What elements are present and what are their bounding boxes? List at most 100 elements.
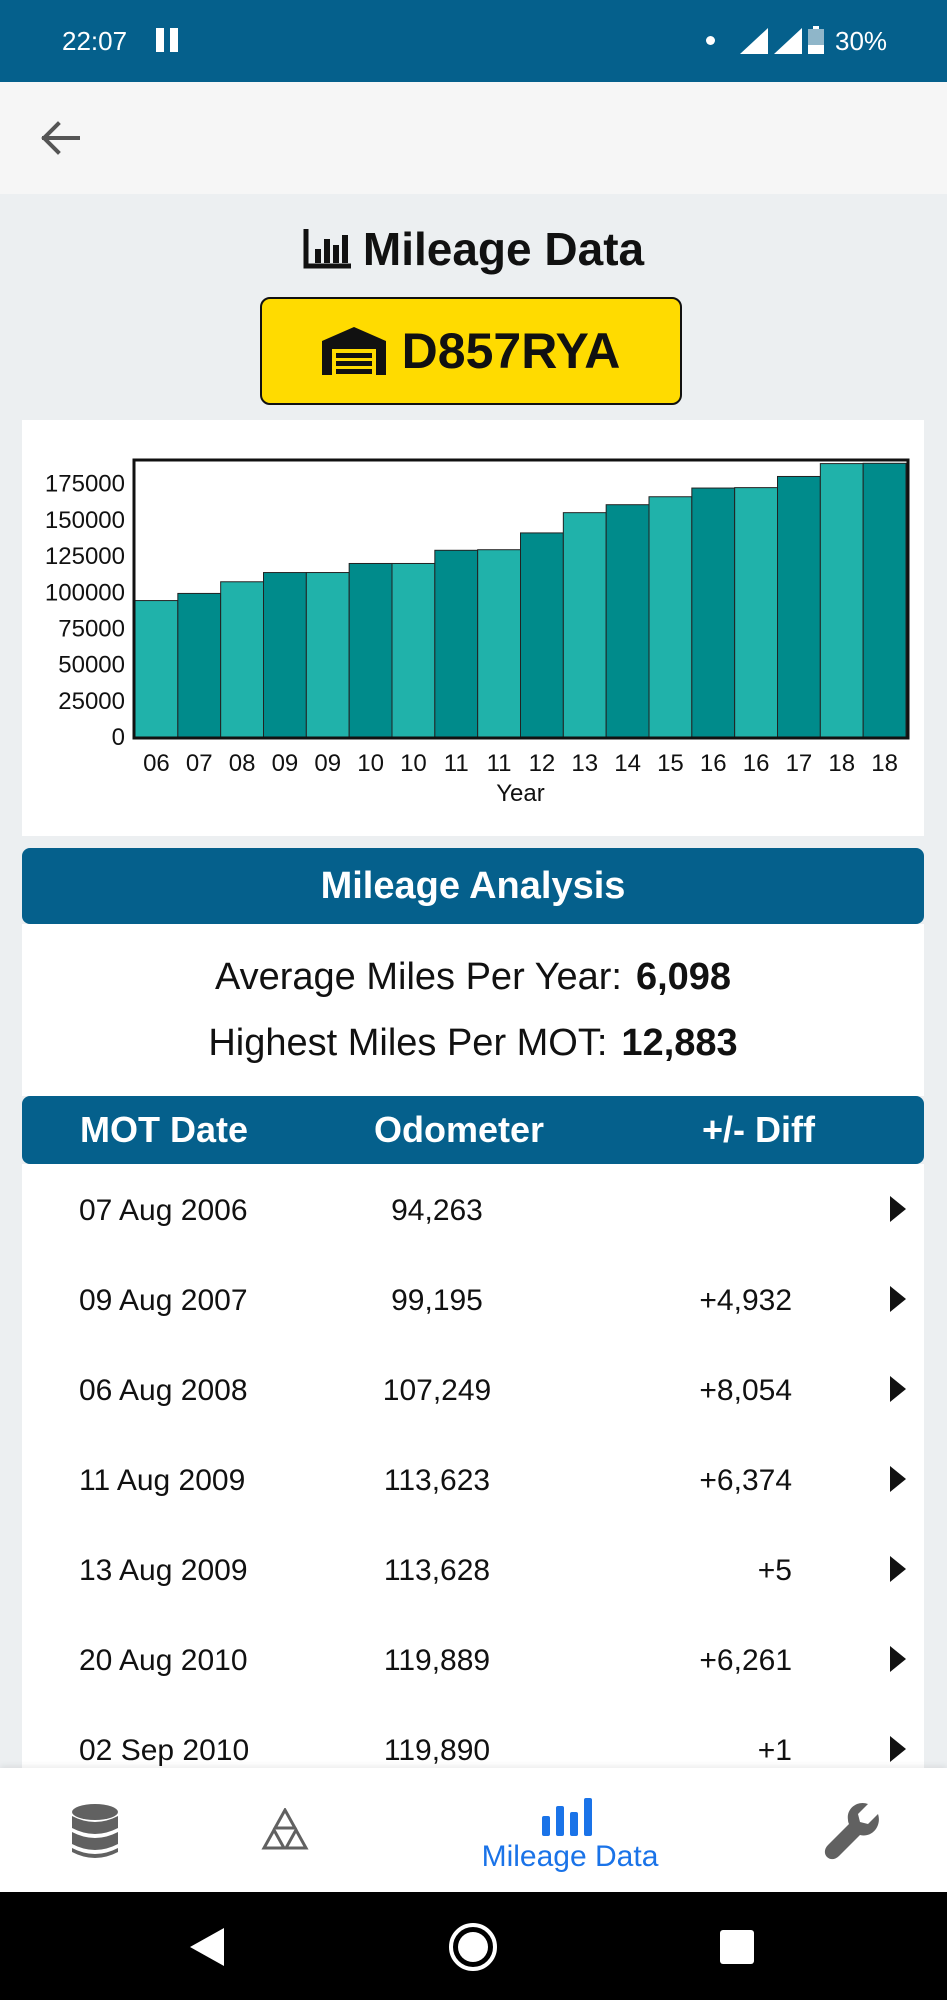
mot-date: 09 Aug 2007	[79, 1284, 248, 1317]
x-tick-label: 10	[400, 750, 427, 777]
col-diff: +/- Diff	[702, 1109, 815, 1150]
chart-bar	[777, 475, 821, 738]
nav-tools[interactable]	[800, 1768, 910, 1892]
battery-percent: 30%	[835, 26, 888, 56]
col-mot-date: MOT Date	[80, 1109, 249, 1150]
chart-bar	[605, 504, 650, 738]
y-tick-label: 150000	[45, 507, 125, 534]
table-row[interactable]: 06 Aug 2008 107,249 +8,054	[22, 1344, 924, 1435]
battery-icon	[808, 26, 824, 54]
highest-miles-value: 12,883	[621, 1022, 738, 1064]
average-miles-row: Average Miles Per Year: 6,098	[22, 956, 924, 999]
odometer-value: 107,249	[382, 1374, 492, 1407]
highest-miles-row: Highest Miles Per MOT: 12,883	[22, 1022, 924, 1065]
odometer-value: 94,263	[391, 1194, 483, 1227]
y-tick-label: 25000	[58, 688, 125, 715]
chart-bar	[562, 512, 607, 738]
system-recents-icon[interactable]	[720, 1930, 754, 1964]
y-tick-label: 75000	[58, 615, 125, 642]
back-arrow-icon[interactable]	[38, 120, 82, 156]
garage-icon	[321, 327, 386, 375]
x-tick-label: 15	[657, 750, 684, 777]
x-axis-label: Year	[496, 780, 545, 807]
signal-icon	[740, 28, 768, 54]
mileage-analysis-body: Average Miles Per Year: 6,098 Highest Mil…	[22, 924, 924, 1096]
x-tick-label: 11	[444, 750, 469, 777]
plot-frame	[132, 458, 910, 740]
x-tick-label: 16	[700, 750, 727, 777]
table-row[interactable]: 02 Sep 2010 119,890 +1	[22, 1704, 924, 1768]
odometer-value: 119,889	[383, 1644, 491, 1677]
mot-date: 02 Sep 2010	[79, 1734, 250, 1767]
nav-mot-history[interactable]	[230, 1768, 340, 1892]
signal-icon-2	[774, 28, 802, 54]
status-bar: 22:07 30%	[0, 0, 947, 82]
x-tick-label: 06	[143, 750, 170, 777]
mileage-bar-chart: 06 07 08 09 09 10 10 11 11 12 13 14 15 16 16 17 18 18 0 250…	[45, 458, 910, 807]
wrench-icon	[824, 1802, 879, 1860]
x-tick-label: 09	[314, 750, 341, 777]
mot-date: 06 Aug 2008	[79, 1374, 248, 1407]
system-home-icon[interactable]	[448, 1922, 498, 1972]
chevron-right-icon[interactable]	[890, 1556, 906, 1582]
chevron-right-icon[interactable]	[890, 1466, 906, 1492]
chart-bar	[263, 572, 307, 738]
x-tick-label: 07	[186, 750, 213, 777]
mot-table-header: MOT Date Odometer +/- Diff	[22, 1096, 924, 1164]
x-tick-label: 18	[828, 750, 855, 777]
chart-bar	[177, 592, 222, 738]
y-tick-label: 50000	[58, 652, 125, 679]
chevron-right-icon[interactable]	[890, 1736, 906, 1762]
x-tick-label: 17	[786, 750, 813, 777]
table-row[interactable]: 07 Aug 2006 94,263	[22, 1164, 924, 1255]
y-tick-label: 125000	[45, 543, 125, 570]
diff-value: +4,932	[699, 1284, 792, 1317]
x-tick-label: 18	[871, 750, 898, 777]
chart-bar	[734, 487, 779, 738]
page-title: Mileage Data	[0, 222, 947, 276]
nav-vehicle-data[interactable]	[40, 1768, 150, 1892]
mot-date: 07 Aug 2006	[79, 1194, 248, 1227]
mot-table[interactable]: 07 Aug 2006 94,263 09 Aug 2007 99,195 +4…	[22, 1164, 924, 1768]
chevron-right-icon[interactable]	[890, 1286, 906, 1312]
chart-bar	[134, 600, 179, 738]
mot-date: 13 Aug 2009	[79, 1554, 248, 1587]
chart-bar	[477, 549, 521, 738]
chart-bar	[520, 532, 564, 738]
chart-bar	[819, 463, 864, 738]
chart-bar	[305, 572, 350, 738]
diff-value: +6,374	[699, 1464, 792, 1497]
chart-bar	[434, 549, 479, 738]
chevron-right-icon[interactable]	[890, 1376, 906, 1402]
odometer-value: 113,623	[383, 1464, 491, 1497]
highest-miles-label: Highest Miles Per MOT:	[208, 1022, 608, 1064]
mileage-analysis-header: Mileage Analysis	[22, 848, 924, 924]
x-tick-label: 11	[487, 750, 512, 777]
mot-triangle-icon	[261, 1808, 309, 1850]
x-tick-label: 10	[357, 750, 384, 777]
registration-plate: D857RYA	[260, 297, 682, 405]
y-tick-label: 100000	[45, 579, 125, 606]
y-tick-label: 175000	[45, 471, 125, 498]
nav-mileage-data-label: Mileage Data	[481, 1840, 659, 1873]
mot-date: 11 Aug 2009	[79, 1464, 246, 1497]
table-row[interactable]: 20 Aug 2010 119,889 +6,261	[22, 1614, 924, 1705]
diff-value: +6,261	[699, 1644, 792, 1677]
table-row[interactable]: 13 Aug 2009 113,628 +5	[22, 1524, 924, 1615]
chart-bar	[862, 462, 907, 738]
system-navigation-bar	[0, 1892, 947, 2000]
odometer-value: 119,890	[383, 1734, 491, 1767]
chevron-right-icon[interactable]	[890, 1196, 906, 1222]
bar-chart-icon	[303, 229, 351, 269]
odometer-value: 113,628	[383, 1554, 491, 1587]
chart-bar	[648, 496, 693, 738]
chart-bar	[220, 581, 265, 738]
chevron-right-icon[interactable]	[890, 1646, 906, 1672]
table-row[interactable]: 11 Aug 2009 113,623 +6,374	[22, 1434, 924, 1525]
system-back-icon[interactable]	[190, 1928, 226, 1966]
bottom-navigation: Mileage Data	[0, 1768, 947, 1892]
table-row[interactable]: 09 Aug 2007 99,195 +4,932	[22, 1254, 924, 1345]
average-miles-value: 6,098	[635, 956, 732, 998]
nav-mileage-data[interactable]: Mileage Data	[440, 1768, 700, 1892]
mot-date: 20 Aug 2010	[79, 1644, 248, 1677]
